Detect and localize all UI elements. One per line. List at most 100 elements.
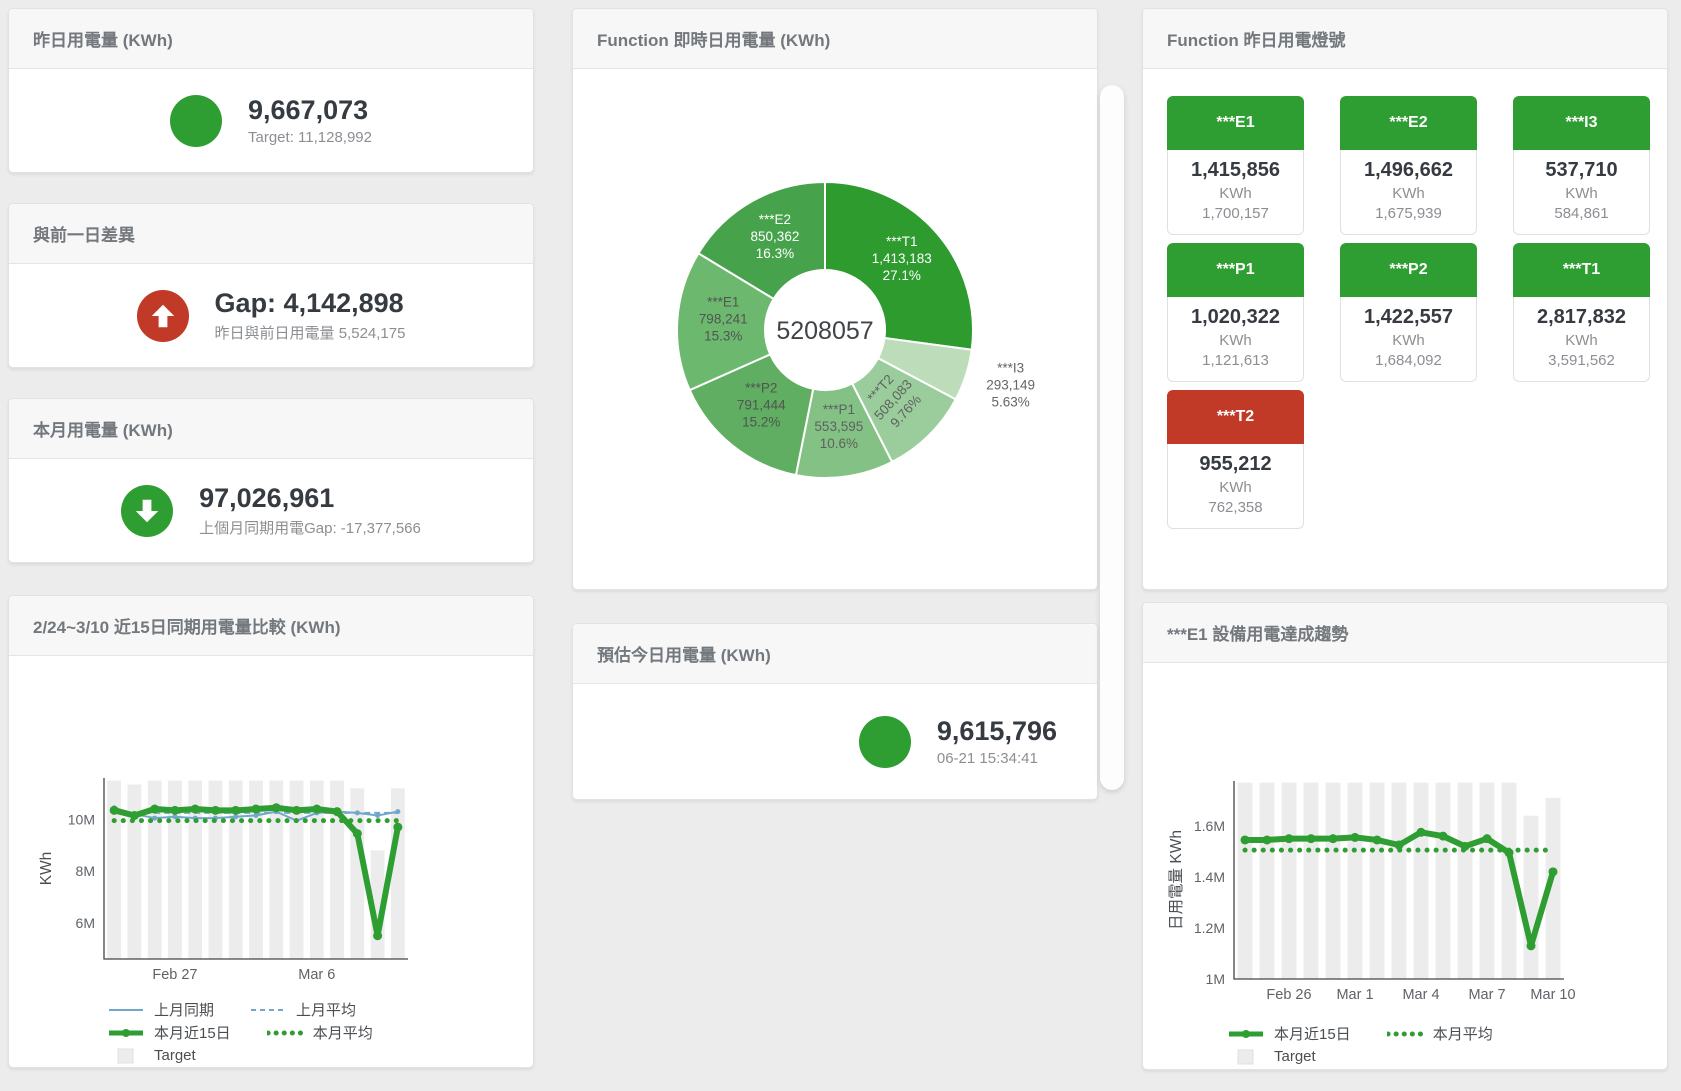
data-point[interactable]	[129, 810, 139, 820]
target-bar[interactable]	[1259, 782, 1275, 979]
target-bar[interactable]	[228, 780, 243, 959]
data-point[interactable]	[352, 829, 362, 839]
data-point[interactable]	[1306, 834, 1316, 844]
data-point[interactable]	[312, 804, 322, 814]
data-point[interactable]	[1350, 832, 1360, 842]
target-bar[interactable]	[309, 780, 324, 959]
target-bar[interactable]	[1391, 782, 1407, 979]
legend-item-上月同期[interactable]: 上月同期	[108, 999, 214, 1020]
data-point[interactable]	[1284, 834, 1294, 844]
lamp-tile-E2: ***E2 1,496,662 KWh 1,675,939	[1340, 96, 1477, 235]
lamp-tile-P1: ***P1 1,020,322 KWh 1,121,613	[1167, 243, 1304, 382]
legend-swatch	[109, 1008, 143, 1011]
legend-item-本月平均[interactable]: 本月平均	[266, 1022, 373, 1043]
legend-item-本月平均[interactable]: 本月平均	[1386, 1023, 1493, 1044]
target-bar[interactable]	[1325, 782, 1341, 979]
target-bar[interactable]	[1347, 782, 1363, 979]
donut-slice-E1[interactable]	[676, 251, 776, 392]
target-bar[interactable]	[330, 780, 344, 959]
data-point[interactable]	[1548, 867, 1558, 877]
target-bar[interactable]	[168, 780, 182, 959]
target-bar[interactable]	[1457, 782, 1473, 979]
lamp-tile-unit: KWh	[1565, 332, 1598, 349]
data-point[interactable]	[152, 815, 158, 821]
data-point[interactable]	[373, 931, 383, 941]
target-bar[interactable]	[107, 780, 122, 959]
data-point[interactable]	[1328, 834, 1338, 844]
data-point[interactable]	[1240, 835, 1250, 845]
data-point[interactable]	[375, 812, 381, 818]
data-point[interactable]	[190, 804, 200, 814]
data-point[interactable]	[1372, 835, 1382, 845]
data-point[interactable]	[1438, 831, 1448, 841]
card-title: 預估今日用電量 (KWh)	[597, 646, 771, 665]
target-bar[interactable]	[127, 784, 142, 959]
data-point[interactable]	[1394, 840, 1404, 850]
data-point[interactable]	[271, 803, 281, 813]
lamp-tile-status-header: ***T2	[1167, 390, 1304, 444]
kpi-subtext: Target: 11,128,992	[248, 129, 372, 147]
realtime-usage-donut-chart[interactable]: ***T1 1,413,183 27.1%***I3 293,149 5.63%***T…	[573, 69, 1097, 591]
data-point[interactable]	[233, 814, 239, 820]
data-point[interactable]	[251, 804, 261, 814]
data-point[interactable]	[172, 814, 178, 820]
donut-slice-label: ***P2 791,444 15.2%	[737, 381, 786, 430]
y-tick-label: 1.4M	[1194, 869, 1225, 885]
target-bar[interactable]	[249, 780, 263, 959]
target-bar[interactable]	[1281, 782, 1297, 979]
target-bar[interactable]	[188, 780, 203, 959]
vertical-scrollbar[interactable]	[1100, 85, 1124, 790]
lamp-tile-value: 1,415,856	[1191, 159, 1280, 181]
target-bar[interactable]	[1435, 782, 1451, 979]
data-point[interactable]	[150, 804, 160, 814]
target-bar[interactable]	[1545, 797, 1561, 979]
legend-item-Target[interactable]: Target	[1228, 1048, 1316, 1065]
card-title: 與前一日差異	[33, 226, 135, 245]
y-tick-label: 10M	[68, 811, 95, 827]
kpi-value: 9,615,796	[936, 715, 1057, 746]
target-bar[interactable]	[289, 780, 304, 959]
compare-usage-chart[interactable]: 6M 8M 10M Feb 27 Mar 6 KWh	[9, 656, 533, 986]
kpi-subtext: 上個月同期用電Gap: -17,377,566	[199, 520, 421, 538]
data-point[interactable]	[1482, 834, 1492, 844]
target-bar[interactable]	[147, 780, 162, 959]
e1-trend-chart[interactable]: 1M 1.2M 1.4M 1.6M Feb 26 Mar 1 Mar 4 Mar 7 Mar 1…	[1143, 663, 1667, 1008]
data-point[interactable]	[332, 807, 342, 817]
data-point[interactable]	[393, 822, 403, 832]
lamp-tile-P2: ***P2 1,422,557 KWh 1,684,092	[1340, 243, 1477, 382]
data-point[interactable]	[253, 812, 259, 818]
card-day-gap: 與前一日差異 Gap: 4,142,898 昨日與前日用電量 5,524,175	[8, 203, 534, 368]
data-point[interactable]	[109, 805, 119, 815]
donut-slice-E2[interactable]	[697, 180, 826, 301]
target-bar[interactable]	[1413, 782, 1429, 979]
status-circle-icon	[858, 715, 911, 768]
legend-item-Target[interactable]: Target	[108, 1047, 196, 1064]
lamp-tile-unit: KWh	[1565, 185, 1598, 202]
data-point[interactable]	[1416, 827, 1426, 837]
legend-swatch	[1386, 1031, 1423, 1036]
target-bar[interactable]	[269, 780, 284, 959]
donut-slice-T1[interactable]	[824, 180, 974, 351]
data-point[interactable]	[1262, 835, 1272, 845]
target-bar[interactable]	[208, 780, 223, 959]
card-title: ***E1 設備用電達成趨勢	[1167, 625, 1349, 644]
data-point[interactable]	[292, 805, 302, 815]
donut-slice-P2[interactable]	[688, 353, 815, 477]
target-bar[interactable]	[1237, 782, 1253, 979]
legend-item-上月平均[interactable]: 上月平均	[250, 999, 356, 1020]
lamp-tile-I3: ***I3 537,710 KWh 584,861	[1513, 96, 1650, 235]
target-bar[interactable]	[1501, 782, 1517, 979]
kpi-body: 97,026,961 上個月同期用電Gap: -17,377,566	[9, 459, 533, 562]
legend-item-本月近15日[interactable]: 本月近15日	[1228, 1023, 1351, 1044]
data-point[interactable]	[1526, 941, 1536, 951]
card-lamp-status: Function 昨日用電燈號 ***E1 1,415,856 KWh 1,700,1…	[1142, 8, 1668, 590]
legend-item-本月近15日[interactable]: 本月近15日	[108, 1022, 231, 1043]
target-bar[interactable]	[1369, 782, 1385, 979]
target-bar[interactable]	[1303, 782, 1319, 979]
data-point[interactable]	[170, 805, 180, 815]
target-bar[interactable]	[1479, 782, 1495, 979]
data-point[interactable]	[210, 805, 220, 815]
donut-center-total: 5208057	[776, 317, 873, 345]
data-point[interactable]	[231, 805, 241, 815]
target-bar[interactable]	[1523, 815, 1539, 979]
